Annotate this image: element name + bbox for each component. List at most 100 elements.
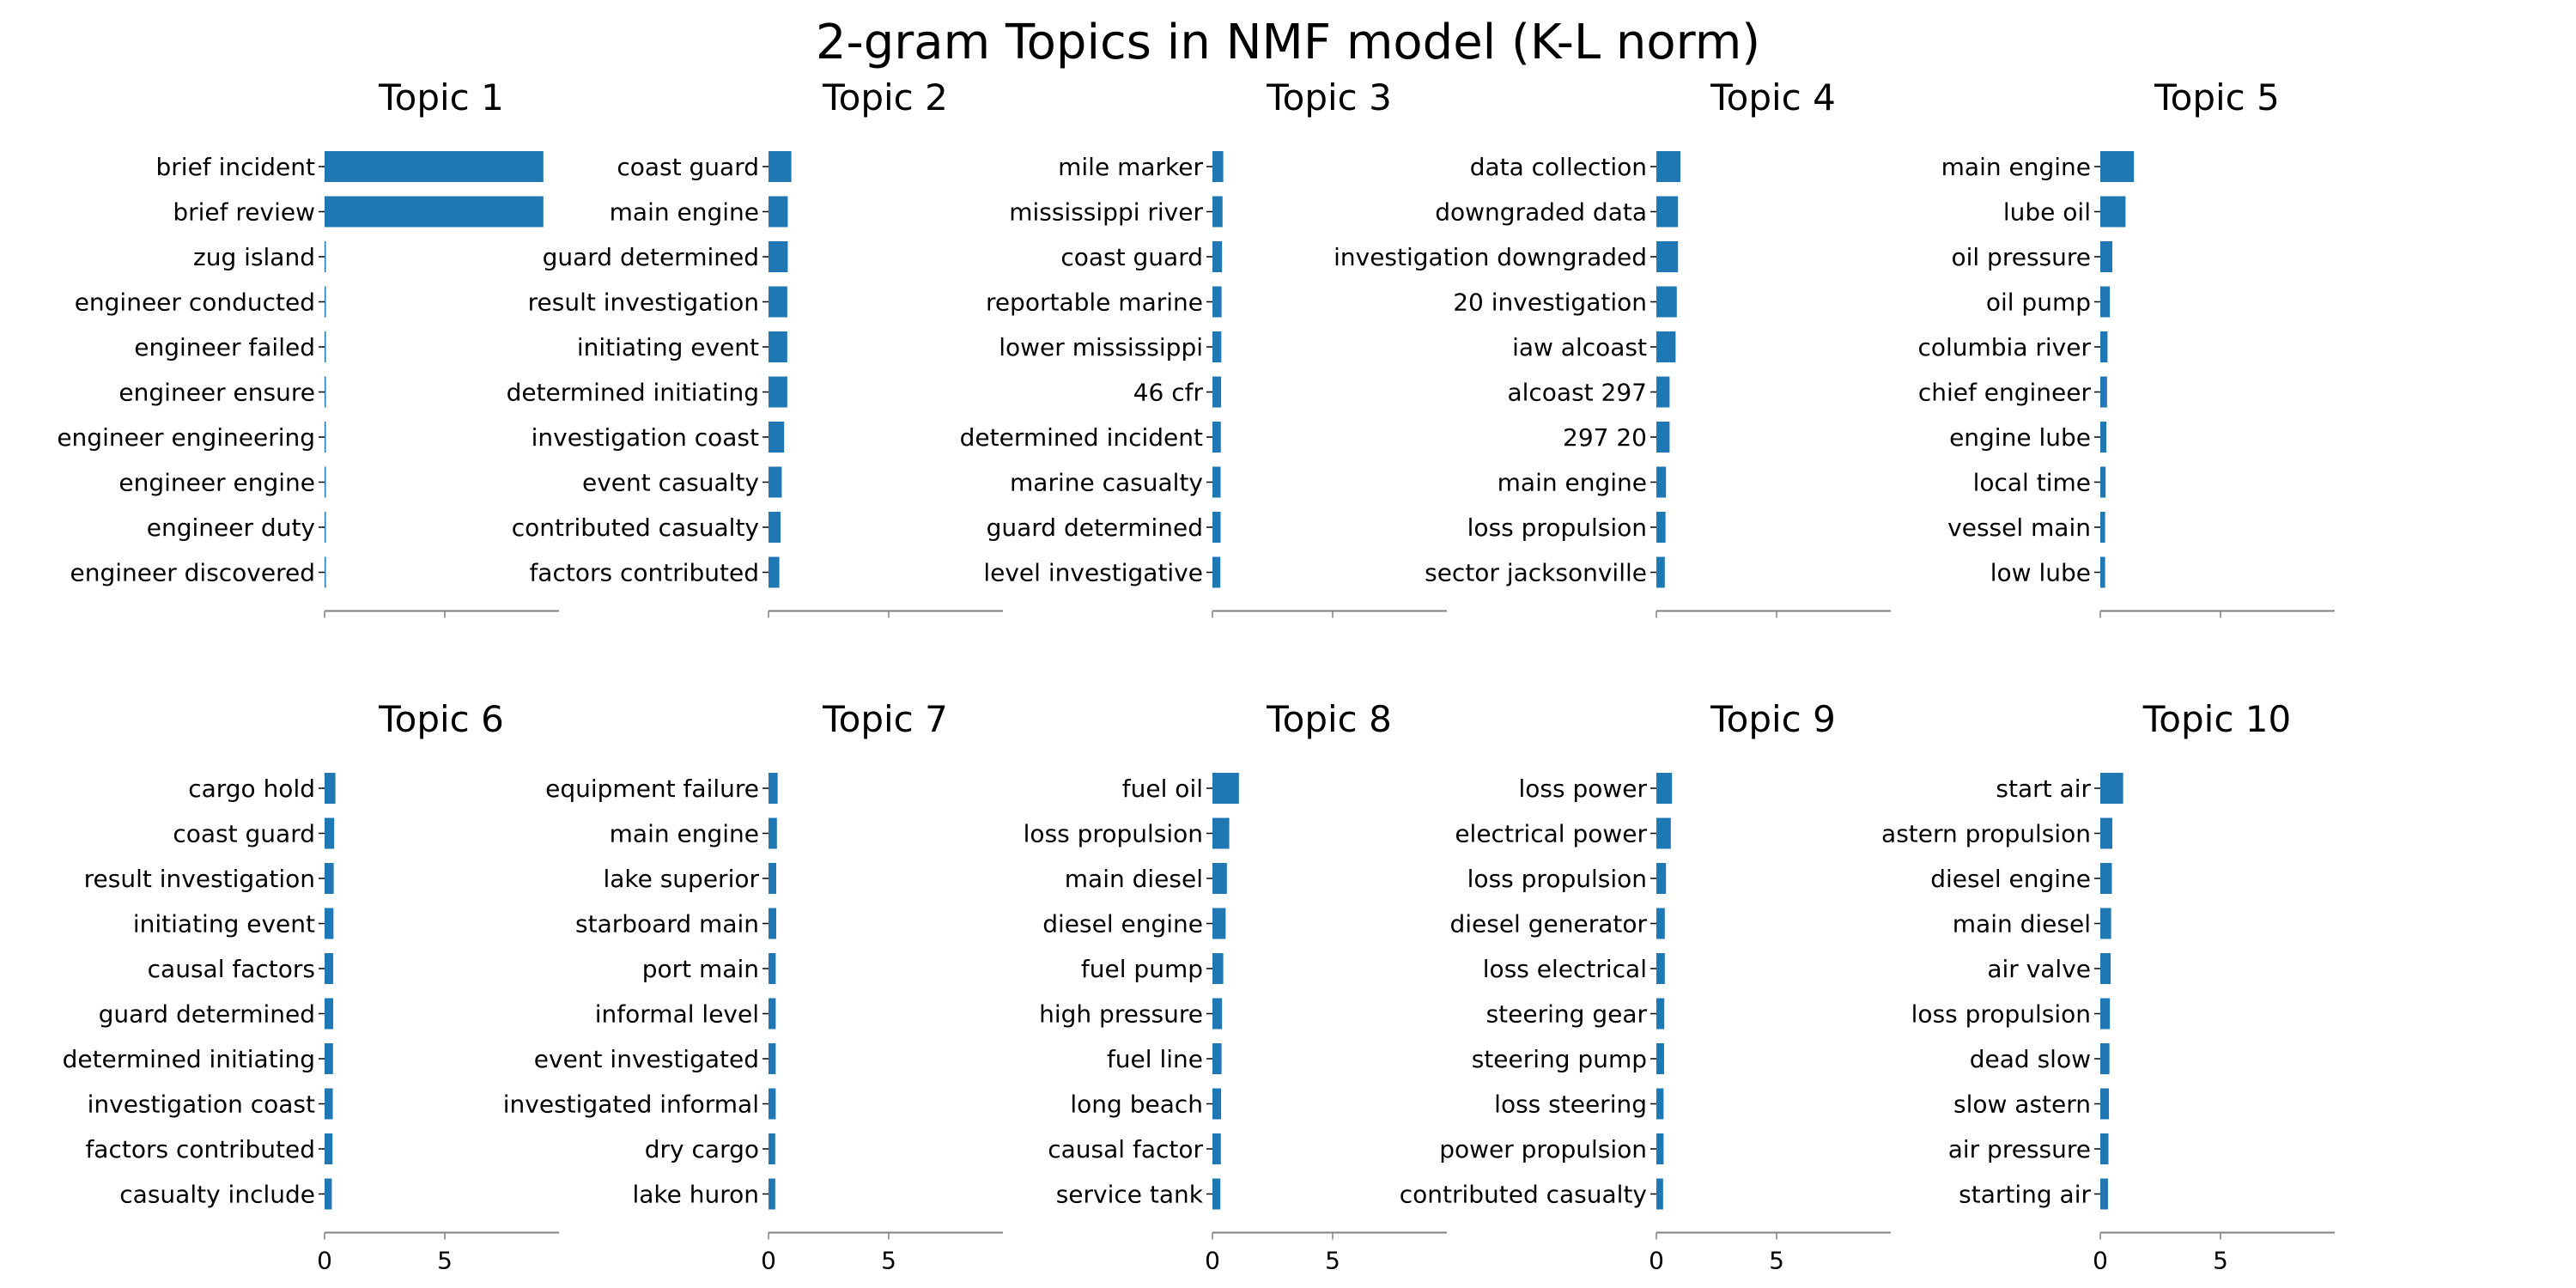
bar: [769, 817, 777, 849]
bar: [325, 196, 544, 228]
category-label: coast guard: [617, 153, 759, 181]
bar: [1212, 998, 1223, 1030]
bar: [2100, 196, 2126, 228]
category-label: start air: [1996, 775, 2091, 803]
bar: [769, 466, 782, 498]
bar: [1212, 1088, 1222, 1120]
bar: [2100, 1133, 2109, 1164]
bar: [2100, 151, 2135, 182]
category-label: starting air: [1959, 1181, 2091, 1209]
category-label: zug island: [193, 243, 315, 271]
bar: [769, 196, 788, 228]
category-label: loss propulsion: [1467, 865, 1647, 893]
bar: [769, 512, 781, 543]
bar: [769, 1088, 776, 1120]
category-label: main engine: [610, 198, 759, 227]
bar: [1656, 1088, 1664, 1120]
category-label: oil pressure: [1951, 243, 2091, 271]
category-label: engine lube: [1949, 423, 2091, 452]
bar: [769, 376, 787, 408]
category-label: reportable marine: [986, 289, 1203, 317]
bar: [325, 1088, 333, 1120]
category-label: long beach: [1070, 1091, 1203, 1119]
bar: [1656, 422, 1670, 453]
category-label: guard determined: [987, 513, 1203, 542]
bar: [325, 773, 336, 804]
category-label: factors contributed: [529, 559, 759, 587]
category-label: loss propulsion: [1467, 513, 1647, 542]
x-tick-label: 5: [881, 1247, 896, 1275]
category-label: low lube: [1990, 559, 2091, 587]
category-label: iaw alcoast: [1512, 333, 1647, 361]
topic-panel-10: Topic 10 start air astern propulsion diesel…: [1881, 698, 2335, 1275]
bar: [2100, 241, 2112, 272]
bar: [1656, 863, 1667, 894]
bar: [769, 286, 787, 318]
category-label: cargo hold: [188, 775, 315, 803]
category-label: causal factors: [148, 955, 315, 983]
category-label: 46 cfr: [1133, 379, 1204, 407]
category-label: fuel pump: [1081, 955, 1203, 983]
category-label: investigation downgraded: [1334, 243, 1647, 271]
category-label: event casualty: [582, 469, 759, 497]
bar: [1656, 908, 1665, 939]
category-label: electrical power: [1455, 820, 1647, 848]
category-label: chief engineer: [1918, 379, 2092, 407]
category-label: investigated informal: [503, 1091, 759, 1119]
category-label: downgraded data: [1435, 198, 1647, 227]
category-label: loss electrical: [1483, 955, 1647, 983]
panel-title: Topic 10: [2142, 698, 2291, 740]
bar: [1212, 286, 1222, 318]
bar: [325, 286, 326, 318]
bar: [1212, 556, 1221, 588]
category-label: main diesel: [1953, 910, 2091, 939]
bar: [2100, 908, 2111, 939]
bar: [2100, 466, 2106, 498]
bar: [1656, 556, 1665, 588]
category-label: oil pump: [1986, 289, 2091, 317]
category-label: engineer conducted: [75, 289, 315, 317]
bar: [1656, 773, 1673, 804]
category-label: fuel line: [1107, 1045, 1203, 1073]
category-label: power propulsion: [1439, 1135, 1647, 1163]
bar: [1212, 422, 1221, 453]
category-label: high pressure: [1039, 1000, 1203, 1029]
category-label: starboard main: [575, 910, 759, 939]
category-label: brief review: [173, 198, 315, 227]
category-label: diesel generator: [1449, 910, 1647, 939]
bar: [1656, 1178, 1663, 1210]
bar: [1212, 908, 1226, 939]
category-label: dead slow: [1970, 1045, 2091, 1073]
bar: [325, 466, 326, 498]
category-label: determined initiating: [507, 379, 759, 407]
x-tick-label: 5: [1325, 1247, 1340, 1275]
bar: [1656, 953, 1665, 984]
category-label: lake huron: [632, 1181, 759, 1209]
bar: [769, 1043, 776, 1074]
bar: [1212, 241, 1223, 272]
panel-title: Topic 5: [2154, 76, 2280, 118]
category-label: mile marker: [1058, 153, 1203, 181]
category-label: coast guard: [173, 820, 315, 848]
bar: [2100, 286, 2111, 318]
category-label: guard determined: [543, 243, 759, 271]
category-label: main engine: [1498, 469, 1647, 497]
bar: [769, 908, 776, 939]
bar: [1212, 331, 1222, 362]
bar: [769, 773, 778, 804]
bar: [1212, 466, 1221, 498]
bar: [1656, 998, 1665, 1030]
figure-title: 2-gram Topics in NMF model (K-L norm): [816, 15, 1760, 70]
category-label: investigation coast: [88, 1091, 315, 1119]
bar: [1656, 817, 1671, 849]
bar: [1656, 241, 1679, 272]
bar: [769, 1178, 775, 1210]
x-tick-label: 0: [317, 1247, 332, 1275]
bar: [1656, 1043, 1664, 1074]
bar: [2100, 556, 2105, 588]
category-label: level investigative: [983, 559, 1203, 587]
category-label: lake superior: [603, 865, 759, 893]
category-label: engineer ensure: [118, 379, 315, 407]
category-label: sector jacksonville: [1425, 559, 1647, 587]
